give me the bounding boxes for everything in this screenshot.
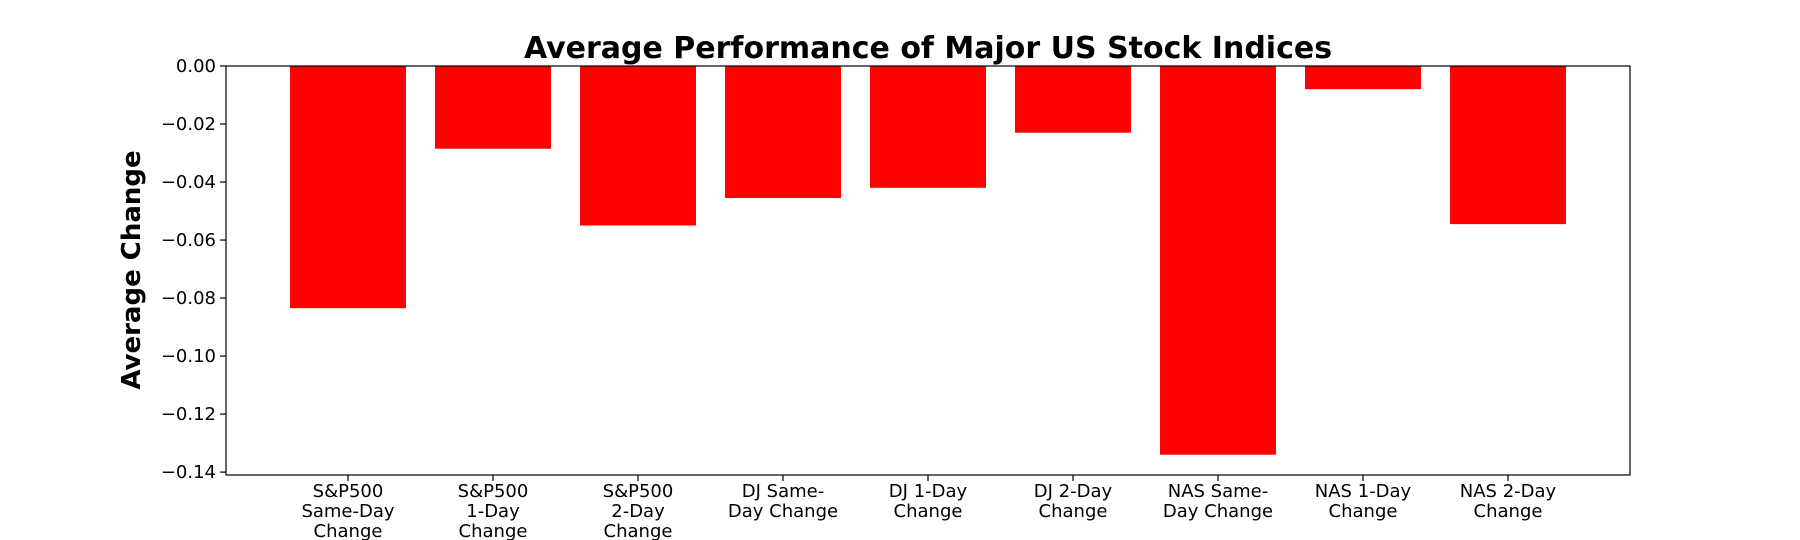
y-ticks-group: 0.00 −0.02 −0.04 −0.06 −0.08 −0.10 −0.12 −0.14 [161, 56, 226, 483]
bar-8 [1305, 66, 1421, 90]
x-tick-label-6: DJ 2-Day Change [1034, 481, 1113, 522]
y-tick-label-2: −0.02 [161, 114, 216, 135]
x-tick-label-7: NAS Same-Day Change [1163, 481, 1273, 522]
bar-9 [1450, 66, 1566, 225]
y-tick-label-3: −0.04 [161, 172, 216, 193]
bar-6 [1015, 66, 1131, 133]
bar-2 [435, 66, 551, 149]
x-tick-label-3: S&P500 2-Day Change [603, 481, 674, 540]
x-tick-label-2: S&P500 1-Day Change [458, 481, 529, 540]
x-tick-label-9: NAS 2-Day Change [1460, 481, 1557, 522]
y-tick-label-8: −0.14 [161, 462, 216, 483]
x-tick-label-8: NAS 1-Day Change [1315, 481, 1412, 522]
bar-3 [580, 66, 696, 226]
y-tick-label-1: 0.00 [176, 56, 216, 77]
y-axis-label: Average Change [117, 150, 147, 389]
y-tick-label-6: −0.10 [161, 346, 216, 367]
x-tick-label-4: DJ Same-Day Change [728, 481, 838, 522]
y-tick-label-4: −0.06 [161, 230, 216, 251]
x-tick-label-1: S&P500 Same-Day Change [301, 481, 394, 540]
chart-title: Average Performance of Major US Stock In… [524, 31, 1332, 66]
x-ticks-group: S&P500 Same-Day Change S&P500 1-Day Change S&P… [301, 475, 1557, 540]
x-tick-label-5: DJ 1-Day Change [889, 481, 968, 522]
bar-4 [725, 66, 841, 198]
bar-5 [870, 66, 986, 188]
plot-area-frame [225, 65, 1631, 476]
bars-group [290, 66, 1566, 455]
y-tick-label-7: −0.12 [161, 404, 216, 425]
bar-1 [290, 66, 406, 309]
bar-7 [1160, 66, 1276, 455]
y-tick-label-5: −0.08 [161, 288, 216, 309]
